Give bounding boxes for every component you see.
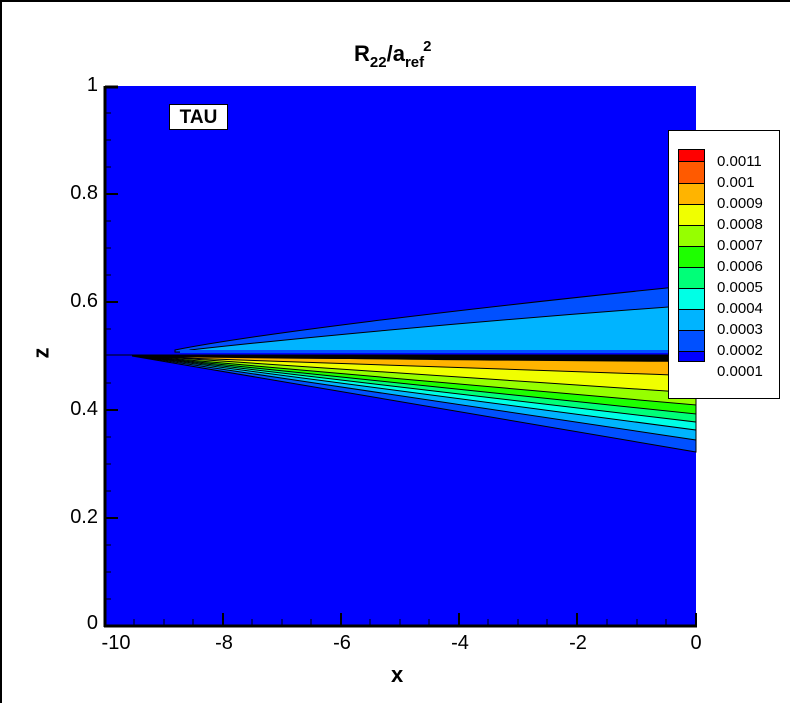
legend-label: 0.0003 (717, 321, 763, 338)
legend-label: 0.0008 (717, 216, 763, 233)
legend-label: 0.0004 (717, 300, 763, 317)
legend-swatch (678, 288, 705, 309)
x-minor-ticks (133, 619, 667, 626)
x-tick-label: -8 (215, 632, 233, 654)
frame-top-border (0, 0, 790, 2)
x-major-ticks (222, 613, 697, 626)
legend-swatch (678, 309, 705, 330)
x-tick-label: 0 (690, 632, 702, 654)
y-tick-label: 1 (86, 74, 98, 96)
solver-label-annotation: TAU (169, 104, 228, 130)
legend-label: 0.0011 (717, 153, 762, 170)
chart-title: R22/aref2 (354, 38, 432, 71)
legend-label: 0.0009 (717, 195, 763, 212)
y-tick-label: 0.8 (70, 182, 98, 204)
y-major-ticks (105, 193, 118, 519)
x-tick-label: -4 (451, 632, 469, 654)
legend-swatch (678, 267, 705, 288)
legend-swatch (678, 204, 705, 225)
y-tick-label: 0.2 (70, 506, 98, 528)
legend-swatch (678, 351, 705, 362)
legend-label: 0.0002 (717, 342, 763, 359)
contour-legend: 0.0011 0.001 0.0009 0.0008 0.0007 0.0006… (668, 130, 780, 399)
x-tick-label: -10 (101, 632, 131, 654)
y-axis-label: z (28, 347, 54, 359)
frame-left-border (0, 0, 2, 703)
legend-swatch (678, 246, 705, 267)
x-tick-label: -6 (333, 632, 351, 654)
x-axis-label: x (391, 662, 404, 687)
legend-label: 0.001 (717, 174, 755, 191)
x-tick-label: -2 (569, 632, 587, 654)
legend-swatch (678, 149, 705, 161)
legend-swatch (678, 225, 705, 246)
legend-colorbar (678, 149, 705, 362)
legend-label: 0.0006 (717, 258, 763, 275)
legend-labels: 0.0011 0.001 0.0009 0.0008 0.0007 0.0006… (717, 151, 763, 382)
y-tick-label: 0.4 (70, 398, 98, 420)
legend-label: 0.0001 (717, 363, 763, 380)
legend-label: 0.0005 (717, 279, 763, 296)
legend-swatch (678, 330, 705, 351)
y-tick-label: 0 (86, 612, 98, 634)
legend-swatch (678, 183, 705, 204)
y-tick-label: 0.6 (70, 290, 98, 312)
legend-label: 0.0007 (717, 237, 763, 254)
legend-swatch (678, 161, 705, 183)
y-minor-ticks (105, 112, 111, 600)
